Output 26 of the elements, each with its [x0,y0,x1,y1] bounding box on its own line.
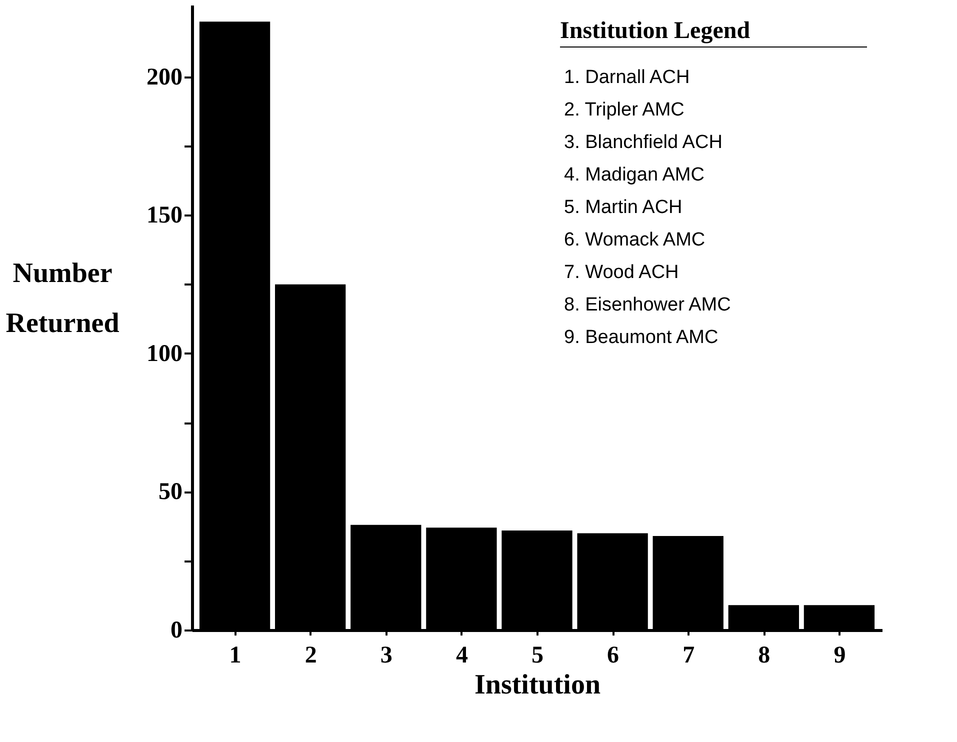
x-tick-label: 4 [456,642,468,668]
x-tick-label: 3 [380,642,392,668]
y-tick-label: 50 [158,479,182,506]
x-tick-label: 5 [532,642,544,668]
annotation: 5. Martin ACH [564,197,682,218]
x-tick-label: 6 [607,642,620,668]
annotation: Institution Legend [560,18,751,44]
y-tick-label: 200 [146,64,182,90]
annotation: 6. Womack AMC [564,230,706,250]
x-tick-label: 8 [758,642,770,668]
x-tick-label: 1 [229,642,242,668]
y-tick-label: 150 [146,202,182,229]
x-tick-label: 2 [304,642,317,668]
annotation: 3. Blanchfield ACH [564,132,722,153]
annotation: 7. Wood ACH [564,262,679,283]
y-axis-title: Number Returned [6,258,120,339]
y-tick-label: 100 [146,340,182,367]
annotation: 4. Madigan AMC [564,164,704,186]
annotation: 2. Tripler AMC [564,100,684,120]
y-tick-label: 0 [170,618,182,644]
x-tick-label: 9 [834,642,846,668]
x-tick-label: 7 [682,642,695,668]
annotation: 8. Eisenhower AMC [564,294,731,316]
annotation: 1. Darnall ACH [564,67,690,88]
annotation: 9. Beaumont AMC [564,327,718,348]
x-axis-title: Institution [474,670,601,700]
